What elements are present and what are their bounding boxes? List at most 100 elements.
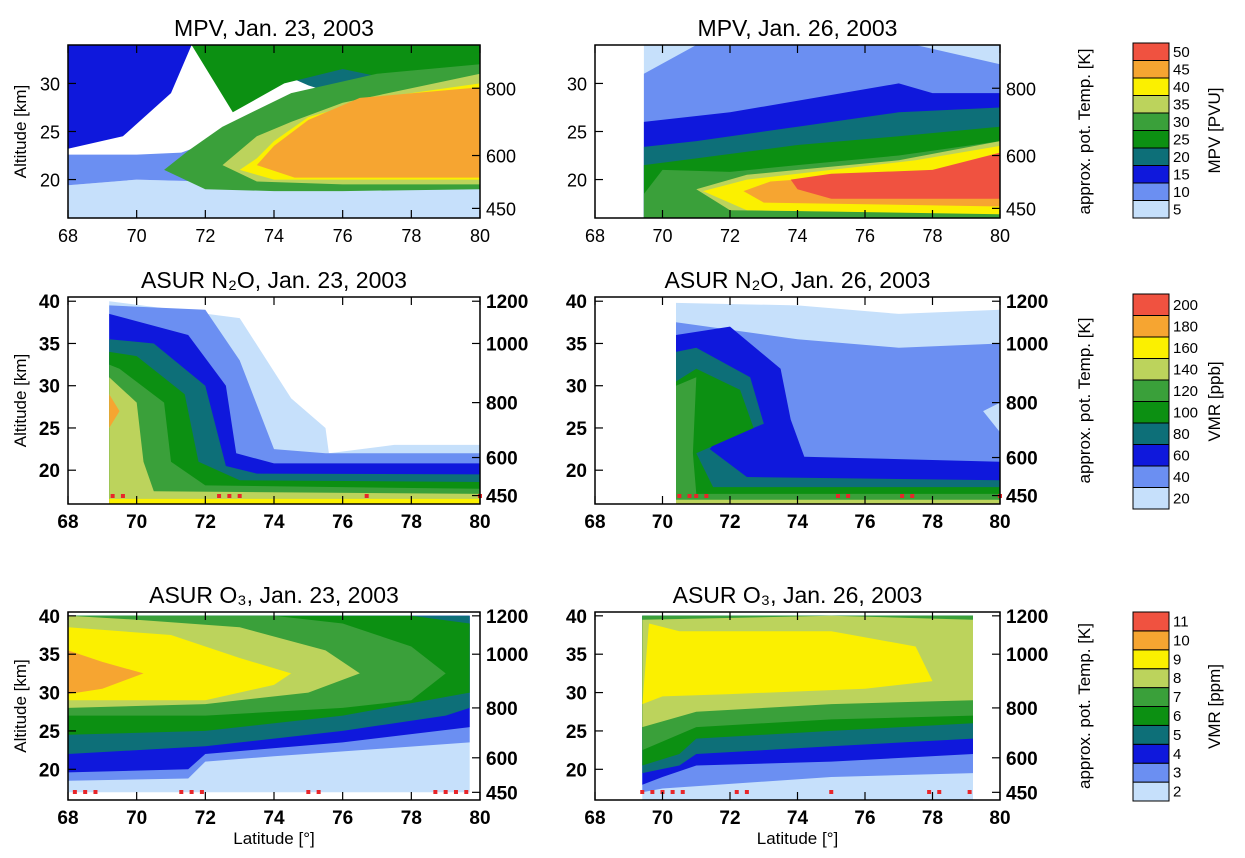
colorbar-label: VMR [ppb] xyxy=(1205,361,1224,441)
right-tick-label: 450 xyxy=(486,783,518,804)
colorbar-tick-label: 80 xyxy=(1173,426,1190,443)
colorbar-tick-label: 160 xyxy=(1173,340,1198,357)
x-tick-label: 68 xyxy=(585,226,605,246)
measurement-marker xyxy=(453,790,458,794)
measurement-marker xyxy=(433,790,438,794)
panel-title: ASUR N₂O, Jan. 23, 2003 xyxy=(141,267,407,293)
right-tick-label: 800 xyxy=(486,79,516,99)
measurement-marker xyxy=(72,790,77,794)
colorbar-tick-label: 20 xyxy=(1173,149,1190,166)
contour-level-7 xyxy=(109,377,480,504)
measurement-marker xyxy=(364,494,369,498)
measurement-marker xyxy=(110,494,115,498)
measurement-marker xyxy=(937,790,942,794)
y-tick-label: 20 xyxy=(566,461,587,482)
colorbar-tick-label: 140 xyxy=(1173,361,1198,378)
chart-panel-o326: 68 70 72 74 76 78 8020253035404506008001000120… xyxy=(566,582,1224,848)
y-tick-label: 20 xyxy=(39,461,60,482)
colorbar-tick-label: 5 xyxy=(1173,727,1181,744)
right-tick-label: 800 xyxy=(1006,699,1038,720)
contour-level-9 xyxy=(109,394,120,428)
y-tick-label: 30 xyxy=(567,74,587,94)
contour-fills xyxy=(109,301,480,504)
colorbar-swatch xyxy=(1132,444,1170,467)
colorbar-swatch xyxy=(1132,781,1170,802)
measurement-marker xyxy=(316,790,321,794)
y-axis-label: Altitude [km] xyxy=(11,354,30,448)
x-tick-label: 76 xyxy=(332,512,353,533)
measurement-marker xyxy=(237,494,242,498)
y-tick-label: 30 xyxy=(566,684,587,705)
right-tick-label: 1200 xyxy=(1006,292,1048,313)
colorbar-swatch xyxy=(1132,668,1170,689)
right-tick-label: 450 xyxy=(1006,487,1038,508)
colorbar-swatch xyxy=(1132,77,1170,96)
x-tick-label: 80 xyxy=(469,512,490,533)
x-tick-label: 72 xyxy=(719,808,740,829)
measurement-marker xyxy=(846,494,851,498)
contour-level-8 xyxy=(68,627,292,701)
colorbar-swatch xyxy=(1132,42,1170,61)
panel-title: MPV, Jan. 23, 2003 xyxy=(174,15,374,41)
contour-fills xyxy=(642,615,973,800)
right-tick-label: 1200 xyxy=(486,607,528,628)
colorbar-swatch xyxy=(1132,95,1170,114)
y-tick-label: 25 xyxy=(39,722,61,743)
colorbar-tick-label: 7 xyxy=(1173,689,1181,706)
x-tick-label: 74 xyxy=(263,808,285,829)
colorbar-swatch xyxy=(1132,630,1170,651)
right-tick-label: 450 xyxy=(486,487,518,508)
measurement-marker xyxy=(120,494,125,498)
colorbar-tick-label: 25 xyxy=(1173,131,1190,148)
y-tick-label: 35 xyxy=(39,645,61,666)
colorbar-swatch xyxy=(1132,165,1170,184)
colorbar-swatch xyxy=(1132,687,1170,707)
colorbar-tick-label: 9 xyxy=(1173,651,1181,668)
colorbar-tick-label: 30 xyxy=(1173,114,1190,131)
y-tick-label: 30 xyxy=(39,684,60,705)
x-tick-label: 78 xyxy=(922,512,943,533)
x-tick-label: 70 xyxy=(652,808,673,829)
colorbar: 2 3 4 5 6 7 8 9 10 11 VMR [ppm] xyxy=(1132,611,1224,802)
x-axis-label: Latitude [°] xyxy=(233,829,314,848)
measurement-marker xyxy=(670,790,675,794)
measurement-marker xyxy=(927,790,932,794)
colorbar-swatch xyxy=(1132,611,1170,632)
measurement-marker xyxy=(694,494,699,498)
x-tick-label: 80 xyxy=(990,226,1010,246)
x-tick-label: 76 xyxy=(333,226,353,246)
contour-level-9 xyxy=(256,87,480,178)
measurement-marker xyxy=(640,790,645,794)
colorbar-tick-label: 2 xyxy=(1173,784,1181,801)
x-tick-label: 68 xyxy=(584,808,605,829)
x-tick-label: 72 xyxy=(719,512,740,533)
contour-level-3 xyxy=(676,326,1000,504)
right-tick-label: 450 xyxy=(1006,783,1038,804)
colorbar-swatch xyxy=(1132,743,1170,764)
right-tick-label: 450 xyxy=(486,199,516,219)
colorbar-swatch xyxy=(1132,336,1170,359)
colorbar-tick-label: 20 xyxy=(1173,490,1190,507)
x-tick-label: 76 xyxy=(855,226,875,246)
colorbar-tick-label: 200 xyxy=(1173,297,1198,314)
x-tick-label: 76 xyxy=(332,808,353,829)
y-tick-label: 30 xyxy=(39,377,60,398)
right-tick-label: 1000 xyxy=(1006,645,1048,666)
measurement-marker xyxy=(829,790,834,794)
y-tick-label: 40 xyxy=(39,607,60,628)
colorbar-swatch xyxy=(1132,293,1170,316)
panel-title: ASUR N₂O, Jan. 26, 2003 xyxy=(665,267,931,293)
colorbar-tick-label: 4 xyxy=(1173,746,1181,763)
contour-fills xyxy=(68,45,480,218)
x-tick-label: 68 xyxy=(57,512,78,533)
colorbar-swatch xyxy=(1132,422,1170,445)
x-tick-label: 78 xyxy=(401,808,422,829)
x-tick-label: 74 xyxy=(263,512,285,533)
right-tick-label: 600 xyxy=(1006,147,1036,167)
measurement-marker xyxy=(910,494,915,498)
measurement-marker xyxy=(189,790,194,794)
y-axis-label: Altitude [km] xyxy=(11,85,30,179)
